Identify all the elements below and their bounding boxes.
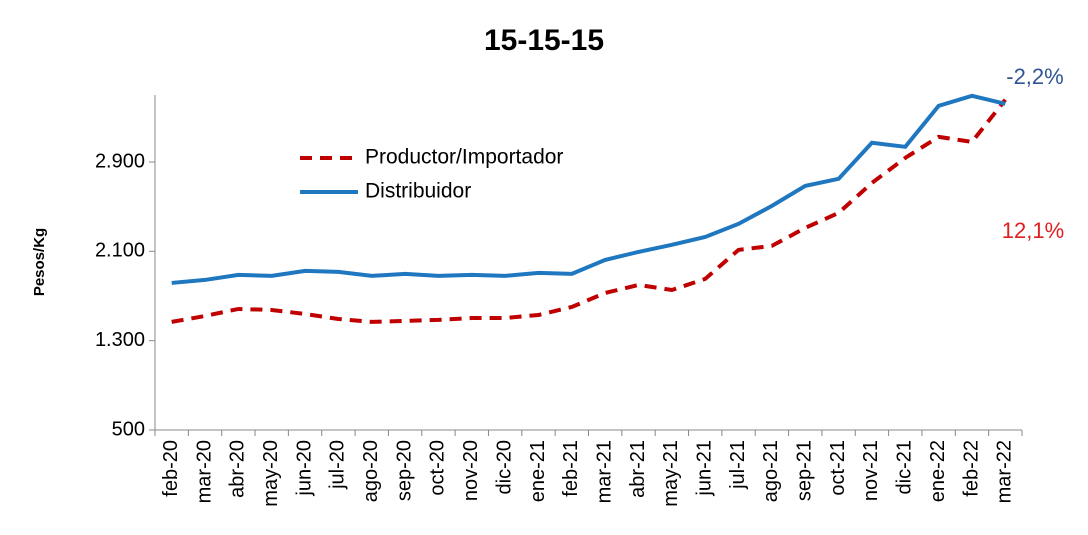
x-tick-label: nov-20 [460,440,482,501]
x-tick-label: nov-21 [860,440,882,501]
x-tick-label: oct-21 [827,440,849,496]
chart-title: 15-15-15 [484,24,604,57]
y-axis-label: Pesos/Kg [31,228,48,296]
x-tick-label: may-20 [260,440,282,507]
legend-label: Productor/Importador [365,146,563,169]
x-tick-label: abr-21 [627,440,649,498]
x-tick-label: oct-20 [427,440,449,496]
x-tick-label: feb-22 [960,440,982,497]
x-tick-label: jun-21 [693,440,715,497]
x-tick-label: ago-20 [360,440,382,502]
x-tick-label: ago-21 [760,440,782,502]
y-tick-label: 2.900 [95,150,145,172]
annotation: -2,2% [1006,64,1063,89]
line-series [171,98,1007,324]
legend-label: Distribuidor [365,180,471,203]
y-tick-label: 500 [112,418,145,440]
x-tick-label: ene-22 [927,440,949,502]
x-tick-label: feb-21 [560,440,582,497]
x-tick-label: may-21 [660,440,682,507]
line-series [171,93,1006,285]
x-tick-label: jun-20 [293,440,315,497]
x-tick-label: dic-20 [493,440,515,494]
x-tick-label: sep-20 [393,440,415,501]
y-tick-label: 2.100 [95,240,145,262]
x-tick-label: feb-20 [160,440,182,497]
x-tick-label: sep-21 [794,440,816,501]
x-tick-label: ene-21 [527,440,549,502]
x-tick-label: mar-20 [193,440,215,503]
x-tick-label: abr-20 [227,440,249,498]
x-tick-label: dic-21 [894,440,916,494]
annotation: 12,1% [1002,218,1064,243]
x-tick-label: jul-21 [727,440,749,490]
x-tick-label: jul-20 [327,440,349,490]
y-tick-label: 1.300 [95,329,145,351]
x-tick-label: mar-21 [593,440,615,503]
x-tick-label: mar-22 [994,440,1016,503]
